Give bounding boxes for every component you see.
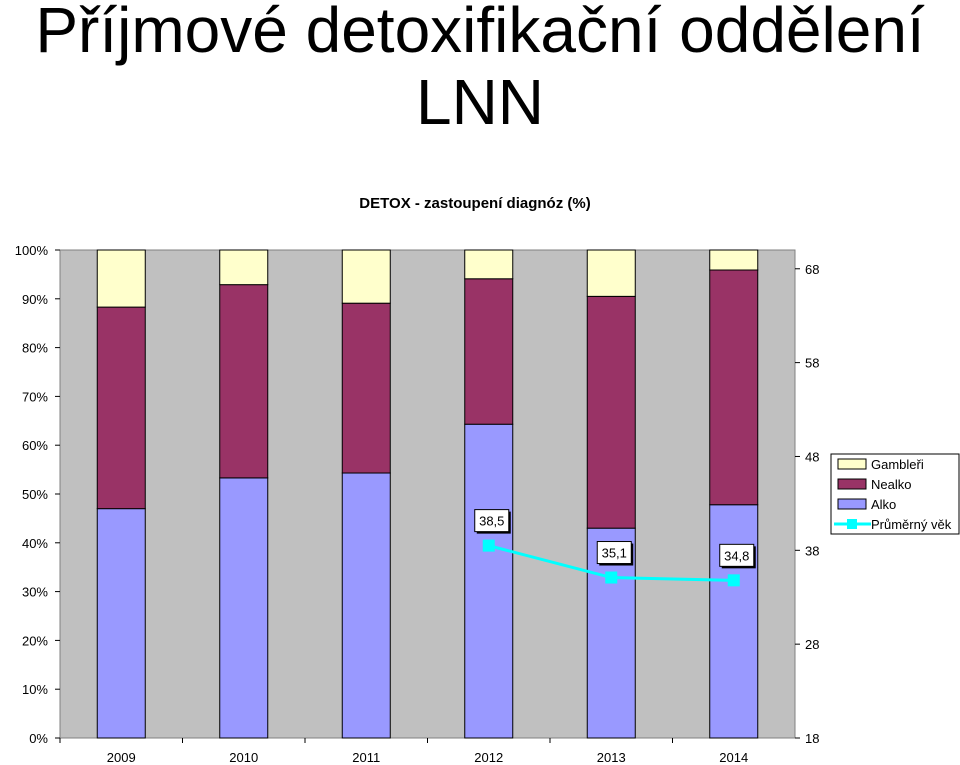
bar-gamble-i	[709, 249, 759, 271]
x-tick-label: 2011	[352, 750, 380, 765]
bar-gamble-i	[464, 249, 514, 280]
bar-nealko	[341, 302, 391, 474]
data-label: 38,5	[479, 514, 504, 529]
slide-title-line2: LNN	[415, 66, 545, 138]
bar-gamble-i	[219, 249, 269, 286]
bar-nealko	[464, 278, 514, 425]
x-tick-label: 2013	[597, 750, 626, 765]
bar-nealko	[586, 295, 636, 529]
legend-swatch	[837, 478, 867, 490]
x-tick-label: 2010	[229, 750, 258, 765]
chart-title: DETOX - zastoupení diagnóz (%)	[359, 195, 590, 212]
bar-alko	[464, 423, 514, 739]
x-tick-label: 2012	[474, 750, 503, 765]
y-tick-label: 10%	[22, 682, 48, 697]
y-tick-label: 50%	[22, 487, 48, 502]
legend-label: Nealko	[871, 477, 911, 492]
data-label: 34,8	[724, 548, 749, 563]
plot-area	[59, 249, 796, 739]
y-tick-label: 30%	[22, 585, 48, 600]
data-label: 35,1	[602, 546, 627, 561]
data-label-box	[596, 541, 632, 565]
y2-tick-label: 38	[805, 543, 819, 558]
bar-alko	[219, 477, 269, 739]
y2-tick-label: 68	[805, 262, 819, 277]
y-tick-label: 60%	[22, 438, 48, 453]
legend-line-marker	[847, 519, 857, 529]
y2-tick-label: 28	[805, 637, 819, 652]
bar-alko	[709, 504, 759, 739]
data-label-box	[719, 543, 755, 567]
bar-alko	[341, 472, 391, 739]
bar-gamble-i	[586, 249, 636, 297]
data-label-box	[474, 509, 510, 533]
y-tick-label: 100%	[15, 243, 49, 258]
y2-tick-label: 48	[805, 449, 819, 464]
y2-tick-label: 18	[805, 731, 819, 746]
slide-title-line1: Příjmové detoxifikační oddělení	[35, 0, 925, 66]
y-tick-label: 80%	[22, 341, 48, 356]
bar-gamble-i	[341, 249, 391, 304]
y2-tick-label: 58	[805, 356, 819, 371]
line-marker	[482, 539, 495, 552]
y-tick-label: 40%	[22, 536, 48, 551]
y-tick-label: 90%	[22, 292, 48, 307]
legend-swatch	[837, 498, 867, 510]
bar-nealko	[709, 269, 759, 506]
x-tick-label: 2009	[107, 750, 136, 765]
y-tick-label: 20%	[22, 633, 48, 648]
slide-title: Příjmové detoxifikační oddělení LNN	[0, 0, 960, 138]
bar-nealko	[96, 306, 146, 510]
line-marker	[727, 574, 740, 587]
line-marker	[605, 571, 618, 584]
bar-nealko	[219, 284, 269, 479]
x-tick-label: 2014	[719, 750, 748, 765]
legend-label: Průměrný věk	[871, 517, 952, 532]
legend-swatch	[837, 458, 867, 470]
y-tick-label: 70%	[22, 389, 48, 404]
y-tick-label: 0%	[29, 731, 48, 746]
bar-alko	[96, 508, 146, 739]
legend-label: Gambleři	[871, 457, 924, 472]
bar-gamble-i	[96, 249, 146, 308]
legend-label: Alko	[871, 497, 896, 512]
